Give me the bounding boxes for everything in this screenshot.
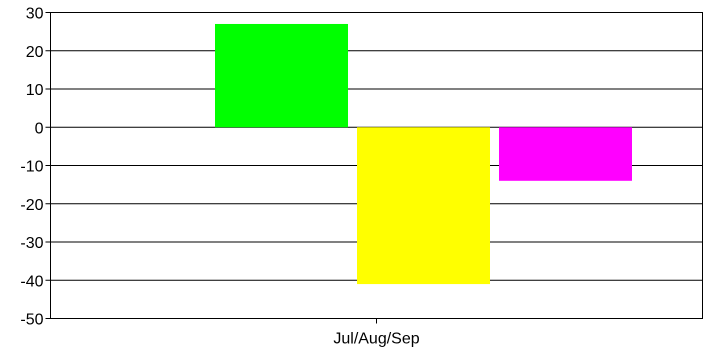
y-axis-ticks: 30 20 10 0 -10 -20 -30 -40 -50: [20, 6, 51, 329]
x-axis-ticks: Jul/Aug/Sep: [333, 318, 420, 348]
y-tick-label: -10: [20, 159, 43, 176]
x-category-label: Jul/Aug/Sep: [333, 331, 419, 348]
y-tick-label: -50: [20, 312, 43, 329]
y-tick-label: -20: [20, 197, 43, 214]
plot-frame: [50, 12, 703, 319]
y-tick-label: 20: [26, 44, 44, 61]
bar-series-1: [215, 23, 348, 128]
y-tick-label: 30: [26, 6, 44, 23]
y-tick-label: 10: [26, 82, 44, 99]
bar-series-2: [357, 127, 490, 285]
y-tick-label: -30: [20, 235, 43, 252]
bars: [215, 23, 632, 285]
bar-series-3: [499, 127, 632, 181]
y-tick-label: -40: [20, 273, 43, 290]
y-tick-label: 0: [35, 120, 44, 137]
